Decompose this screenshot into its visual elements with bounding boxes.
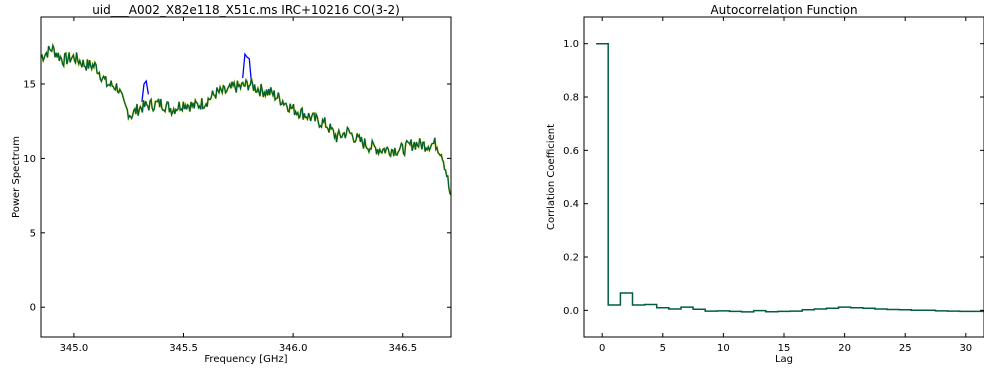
y-tick-label: 0.0	[563, 306, 579, 317]
x-tick-label: 346.0	[279, 343, 308, 354]
power-spectrum-panel: uid___A002_X82e118_X51c.ms IRC+10216 CO(…	[11, 3, 452, 365]
y-tick-label: 1.0	[563, 39, 579, 50]
y-tick-label: 0.2	[563, 253, 579, 264]
x-tick-label: 20	[838, 343, 851, 354]
autocorrelation-panel: Autocorrelation Function Lag Corrlation …	[546, 3, 984, 365]
x-axis-label: Frequency [GHz]	[204, 354, 287, 365]
tick-group: 0 5 10 15 20 25 30 0.0 0.2 0.4 0.6 0.8 1.0	[563, 17, 984, 354]
y-axis-label: Power Spectrum	[11, 136, 22, 218]
x-tick-label: 0	[599, 343, 605, 354]
x-tick-label: 25	[899, 343, 912, 354]
chart-title: Autocorrelation Function	[710, 3, 857, 17]
plot-frame	[40, 16, 452, 338]
y-tick-label: 0.4	[563, 199, 579, 210]
x-tick-label: 345.5	[169, 343, 198, 354]
autocorrelation-series-line	[596, 42, 984, 313]
x-tick-label: 345.0	[60, 343, 89, 354]
plot-frame	[583, 16, 984, 338]
y-tick-label: 0.8	[563, 93, 579, 104]
y-tick-label: 0.6	[563, 146, 579, 157]
x-tick-label: 346.5	[388, 343, 417, 354]
x-tick-label: 15	[778, 343, 791, 354]
x-tick-label: 5	[660, 343, 666, 354]
plot-marks	[596, 42, 984, 313]
x-tick-label: 30	[959, 343, 972, 354]
plot-marks	[40, 42, 452, 196]
y-tick-label: 10	[23, 154, 36, 165]
smoothed-spectrum-line	[40, 43, 452, 196]
chart-title: uid___A002_X82e118_X51c.ms IRC+10216 CO(…	[92, 3, 400, 17]
y-tick-label: 15	[23, 79, 36, 90]
x-axis-label: Lag	[775, 354, 793, 365]
raw-spectrum-line	[141, 52, 253, 102]
y-tick-label: 0	[30, 303, 36, 314]
y-tick-label: 5	[30, 228, 36, 239]
tick-group: 345.0 345.5 346.0 346.5 0 5 10 15	[23, 17, 451, 354]
y-axis-label: Corrlation Coefficient	[546, 124, 557, 230]
x-tick-label: 10	[717, 343, 730, 354]
masked-spectrum-line	[40, 42, 452, 196]
